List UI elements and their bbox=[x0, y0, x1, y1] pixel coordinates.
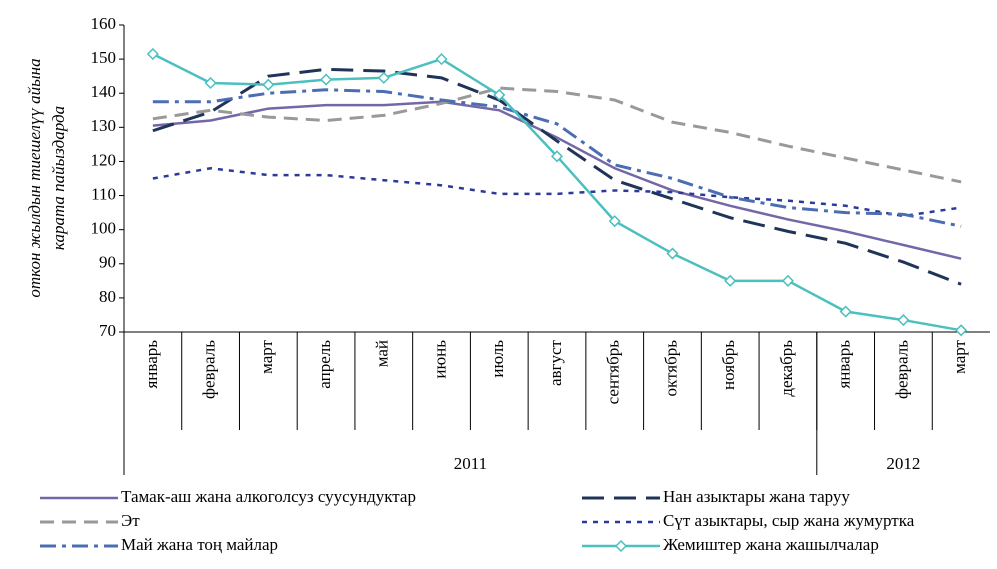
x-tick-label: декабрь bbox=[777, 340, 796, 397]
group-label: 2011 bbox=[454, 454, 487, 473]
marker bbox=[724, 274, 737, 287]
series-line bbox=[152, 86, 962, 184]
x-tick-label: июль bbox=[488, 340, 507, 378]
legend-label: Жемиштер жана жашылчалар bbox=[663, 535, 879, 554]
x-tick-label: май bbox=[373, 340, 392, 367]
series-line bbox=[152, 52, 962, 332]
marker bbox=[435, 53, 448, 66]
marker bbox=[839, 305, 852, 318]
marker bbox=[781, 274, 794, 287]
x-tick-label: февраль bbox=[200, 340, 219, 399]
legend-label: Нан азыктары жана таруу bbox=[663, 487, 850, 506]
marker bbox=[377, 71, 390, 84]
y-tick-label: 150 bbox=[91, 48, 117, 67]
y-tick-label: 130 bbox=[91, 116, 117, 135]
y-tick-label: 100 bbox=[91, 219, 117, 238]
y-axis-label: карата пайыздарда bbox=[49, 106, 68, 250]
marker bbox=[146, 47, 159, 61]
y-tick-label: 90 bbox=[99, 253, 116, 272]
x-tick-label: февраль bbox=[892, 340, 911, 399]
y-tick-label: 70 bbox=[99, 321, 116, 340]
marker bbox=[320, 73, 333, 86]
marker bbox=[262, 78, 275, 91]
y-tick-label: 80 bbox=[99, 287, 116, 306]
x-tick-label: ноябрь bbox=[719, 340, 738, 390]
y-axis-label: откон жылдын тиешелүү айына bbox=[25, 58, 44, 297]
x-tick-label: январь bbox=[142, 340, 161, 389]
marker bbox=[955, 324, 968, 337]
x-tick-label: апрель bbox=[315, 340, 334, 389]
legend-label: Тамак-аш жана алкоголсуз суусундуктар bbox=[121, 487, 416, 506]
legend-label: Сүт азыктары, сыр жана жумуртка bbox=[663, 511, 915, 530]
marker bbox=[493, 88, 506, 101]
marker bbox=[666, 247, 679, 260]
marker bbox=[204, 76, 217, 90]
x-tick-label: октябрь bbox=[661, 340, 680, 397]
legend-label: Май жана тоң майлар bbox=[121, 535, 278, 554]
marker bbox=[608, 215, 621, 228]
x-tick-label: август bbox=[546, 339, 565, 386]
x-tick-label: июнь bbox=[430, 340, 449, 379]
series-line bbox=[152, 67, 962, 286]
y-tick-label: 120 bbox=[91, 150, 117, 169]
legend-label: Эт bbox=[121, 511, 140, 530]
x-tick-label: март bbox=[950, 339, 969, 373]
x-tick-label: январь bbox=[835, 340, 854, 389]
series-line bbox=[152, 88, 962, 228]
group-label: 2012 bbox=[886, 454, 920, 473]
series-line bbox=[152, 167, 962, 218]
y-tick-label: 110 bbox=[91, 184, 116, 203]
marker bbox=[897, 314, 910, 327]
x-tick-label: март bbox=[257, 339, 276, 373]
legend-marker bbox=[614, 539, 628, 553]
series-line bbox=[152, 100, 962, 260]
marker bbox=[550, 150, 564, 163]
y-tick-label: 160 bbox=[91, 14, 117, 33]
x-tick-label: сентябрь bbox=[604, 340, 623, 405]
y-tick-label: 140 bbox=[91, 82, 117, 101]
